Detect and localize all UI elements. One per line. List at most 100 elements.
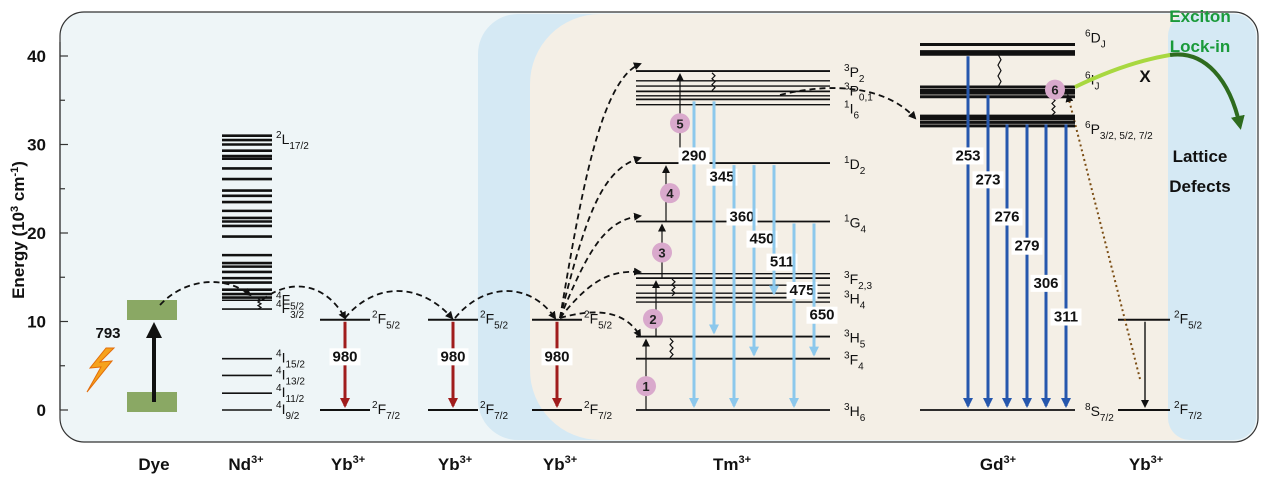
tm-term-6-j: 2 [860,166,866,177]
tm-term-7-j: 6 [853,110,859,121]
yb-3-emission-label: 980 [541,348,573,366]
tm-emission-label-450-bg [746,230,778,248]
tm-term-8-mult: 3 [844,81,850,92]
tm-step-2-label: 2 [649,312,656,327]
dye-excited-band [127,300,177,320]
tm-term-3-mult: 3 [844,290,850,301]
nd-term-1-j: 11/2 [285,394,304,405]
nd-term-6: 2L17/2 [276,130,309,152]
yb-1-emission-label-bg [329,348,361,366]
tm-term-4-letter: F [850,271,859,287]
yb-2-upper-term-mult: 2 [480,310,486,321]
tm-term-0-letter: H [850,403,860,419]
yb-gd-transfer [1065,93,1141,380]
yb-2-lower-term-letter: F [486,401,495,417]
nd-term-3-letter: I [282,350,286,366]
lockin-arrow-dark [1169,52,1245,130]
yb-columns: 2F5/22F7/29802F5/22F7/29802F5/22F7/29802… [320,93,1202,422]
tm-emission-label-345-bg [706,168,738,186]
tm-emission-label-290-bg [678,147,710,165]
tm-step-2: 2 [643,308,663,329]
nd-term-1-mult: 4 [276,383,282,394]
tm-step-3-dot [652,242,672,263]
nd-term-0-j: 9/2 [285,411,299,422]
yb-2-upper-term-j: 5/2 [494,321,508,332]
y-axis-title: Energy (103 cm-1) [9,161,28,299]
tm-term-1: 3F4 [844,351,864,373]
tm-relax-1 [669,337,674,359]
tm-term-1-letter: F [850,352,859,368]
tm-step-5-label: 5 [676,116,683,131]
ion-label-charge: 3+ [353,454,366,466]
gd-emission-label-311-bg [1050,308,1082,326]
ion-label-charge: 3+ [738,454,751,466]
tm-term-0-j: 6 [860,413,866,424]
yb-1-upper-term-mult: 2 [372,310,378,321]
nd-term-4-mult: 4 [276,299,282,310]
tm-term-7-mult: 1 [844,99,850,110]
ion-label-name: Dye [138,455,169,474]
tm-term-2-mult: 3 [844,329,850,340]
ion-label-name: Gd [980,455,1004,474]
tm-step-4-dot [660,183,680,204]
lightning-icon [86,347,116,393]
ion-label-name: Yb [543,455,565,474]
tm-term-5-letter: G [850,214,861,230]
tm-step-1: 1 [636,376,656,397]
yb-1-upper-term: 2F5/2 [372,310,400,332]
tm-term-9-j: 2 [859,74,865,85]
yb-3-lower-term-mult: 2 [584,400,590,411]
tm-term-2-j: 5 [860,340,866,351]
et-yb-tm-d2 [559,155,642,319]
gd-step-6-label: 6 [1051,83,1058,98]
tm-relax-3 [711,72,716,91]
tm-step-3-label: 3 [658,245,665,260]
yb-2-emission-label-bg [437,348,469,366]
tm-step-4: 4 [660,183,680,204]
yb-3-upper-term-mult: 2 [584,310,590,321]
gd-term-1-j: 3/2, 5/2, 7/2 [1100,131,1153,142]
tm-term-9: 3P2 [844,63,865,85]
gd-term-1: 6P3/2, 5/2, 7/2 [1085,120,1153,142]
yb-3-upper-term-j: 5/2 [598,321,612,332]
tm-emission-label-345-text: 345 [709,169,734,186]
nd-term-5: 4F5/2 [276,290,304,312]
tm-emission-label-650-bg [806,306,838,324]
y-axis-ticks: 0 10 20 30 40 [27,47,68,420]
gd-step-6-dot [1045,79,1065,100]
y-tick-label-0: 0 [37,401,46,420]
tm-term-1-mult: 3 [844,351,850,362]
y-tick-label-40: 40 [27,47,46,66]
y-tick-label-30: 30 [27,136,46,155]
ion-label-3: Yb3+ [438,454,472,474]
gd-term-0: 8S7/2 [1085,402,1114,424]
tm-emission-label-511-bg [766,253,798,271]
ion-label-0: Dye [138,455,169,474]
tm-term-0-mult: 3 [844,402,850,413]
ion-label-charge: 3+ [1004,454,1017,466]
yb-2-lower-term-mult: 2 [480,400,486,411]
et-yb-tm-h5 [559,311,642,338]
tm-term-3-j: 4 [860,301,866,312]
tm-emission-label-450: 450 [746,230,778,248]
yb-4-lower-term-letter: F [1180,401,1189,417]
et-yb-tm-p2 [559,62,642,319]
yb-3-lower-term-j: 7/2 [598,411,612,422]
yb-3-lower-term: 2F7/2 [584,400,612,422]
yb-4-upper-term-letter: F [1180,311,1189,327]
gd-emission-label-253: 253 [952,147,984,165]
tm-emission-label-511-text: 511 [770,254,794,271]
nd-term-0: 4I9/2 [276,400,300,422]
ion-label-4: Yb3+ [543,454,577,474]
tm-emission-label-290: 290 [678,147,710,165]
tm-emission-label-360-text: 360 [729,208,754,225]
tm-term-6-letter: D [850,156,860,172]
tm-emission-label-511: 511 [766,253,798,271]
tm-step-5: 5 [670,113,690,134]
nd-term-3-mult: 4 [276,349,282,360]
nd-term-6-letter: L [282,131,290,147]
et-yb-tm-g4 [559,212,642,319]
nd-term-2-mult: 4 [276,365,282,376]
nd-term-4-letter: F [282,300,291,316]
